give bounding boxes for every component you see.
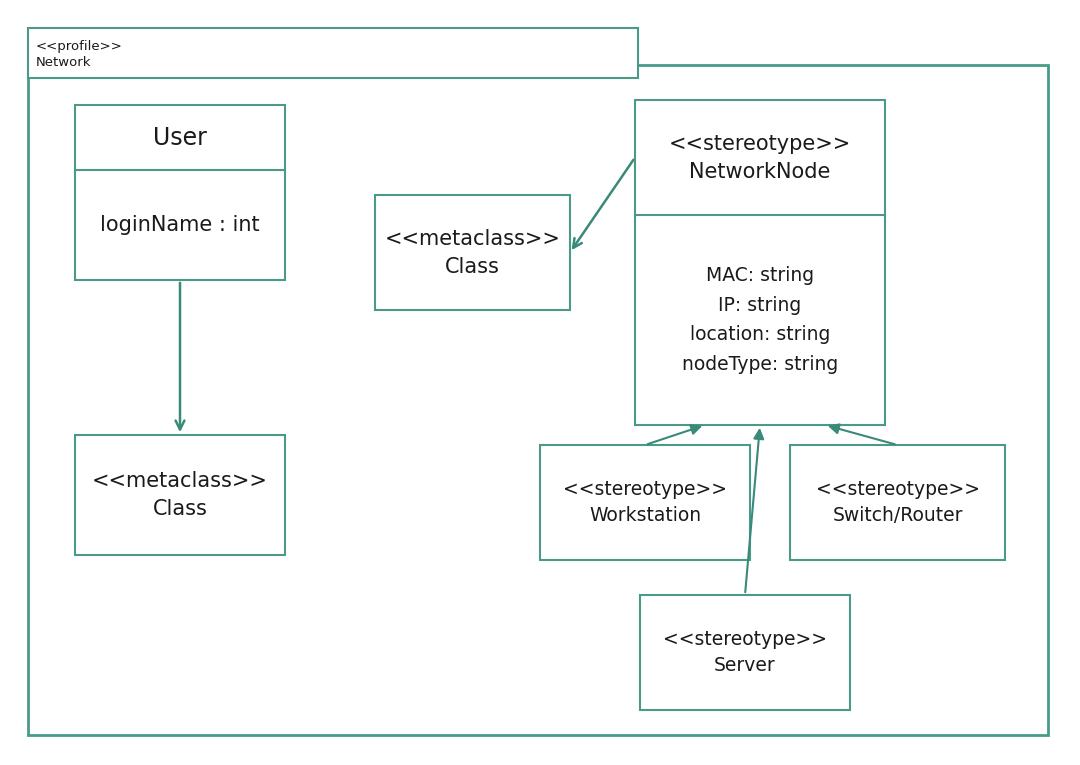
Text: <<metaclass>>
Class: <<metaclass>> Class [384,229,561,276]
Text: <<stereotype>>
Switch/Router: <<stereotype>> Switch/Router [815,480,980,526]
Text: User: User [153,125,207,149]
Text: <<stereotype>>
Server: <<stereotype>> Server [663,630,827,675]
Text: MAC: string
IP: string
location: string
nodeType: string: MAC: string IP: string location: string … [681,266,838,374]
Text: <<profile>>: <<profile>> [36,40,123,53]
Bar [640,595,850,710]
Text: Network: Network [36,56,92,69]
Bar [375,195,570,310]
Text: loginName : int: loginName : int [100,215,260,235]
Text: <<stereotype>>
NetworkNode: <<stereotype>> NetworkNode [669,134,851,181]
Text: <<stereotype>>
Workstation: <<stereotype>> Workstation [563,480,727,526]
Bar [28,28,638,78]
Bar [789,445,1005,560]
Text: <<metaclass>>
Class: <<metaclass>> Class [92,471,268,519]
Bar [540,445,750,560]
Bar [75,105,285,280]
Bar [75,435,285,555]
Bar [635,100,885,425]
Bar [28,65,1048,735]
